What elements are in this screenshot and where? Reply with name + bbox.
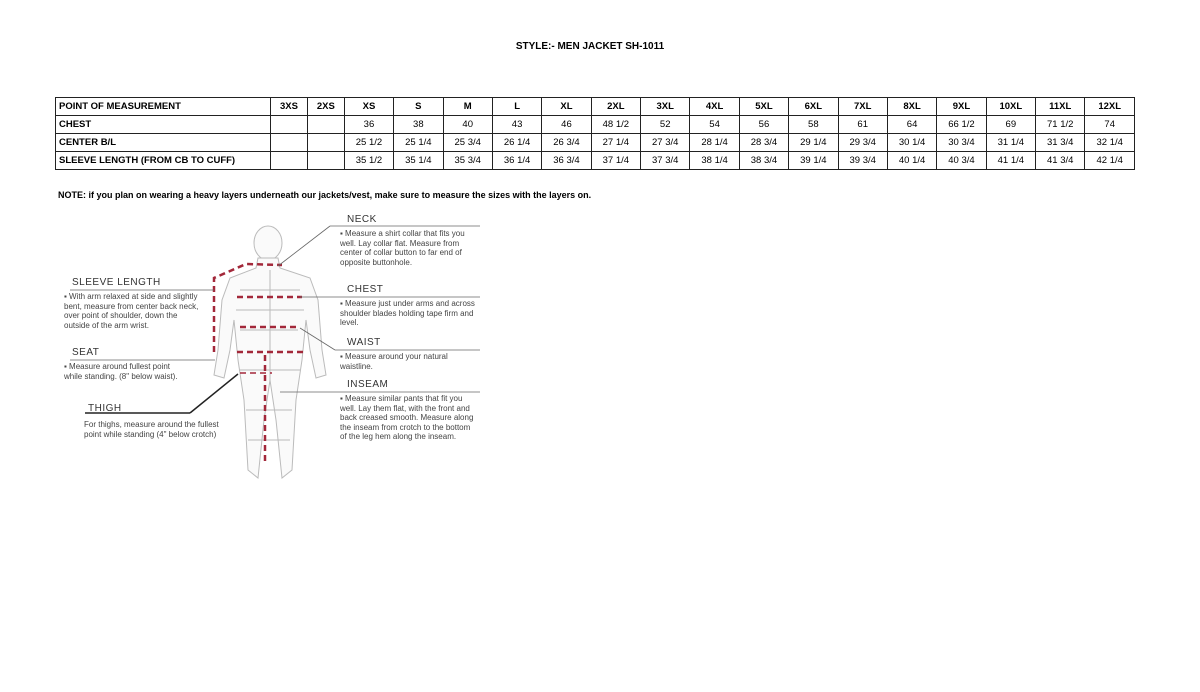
neck-text: ▪ Measure a shirt collar that fits you w… [340,229,465,267]
table-row: SLEEVE LENGTH (FROM CB TO CUFF) 35 1/2 35 … [55,151,1135,170]
table-row: CENTER B/L 25 1/2 25 1/4 25 3/4 26 1/4 26 3/4… [55,133,1135,152]
table-row: CHEST 36 38 40 43 46 48 1/2 52 54 56 58 61 64 66 1/2 6… [55,115,1135,134]
waist-text: ▪ Measure around your natural waistline. [340,352,448,371]
sleeve-text: ▪ With arm relaxed at side and slightly … [64,292,199,330]
table-cell: 35 1/4 [393,151,444,170]
seat-text: ▪ Measure around fullest point while sta… [64,362,178,381]
chest-text: ▪ Measure just under arms and across sho… [340,299,475,327]
measurement-dashes [212,262,304,465]
header-size: 11XL [1035,97,1086,116]
size-table: POINT OF MEASUREMENT 3XS 2XS XS S M L XL 2XL 3XL 4… [55,97,1135,170]
thigh-title: THIGH [88,403,122,414]
waist-title: WAIST [347,337,381,348]
table-cell: 42 1/4 [1084,151,1135,170]
page-title: STYLE:- MEN JACKET SH-1011 [515,41,665,52]
chest-title: CHEST [347,284,384,295]
leader-lines [70,225,480,414]
table-cell: 35 1/2 [343,151,395,170]
inseam-text: ▪ Measure similar pants that fit you wel… [340,394,474,441]
thigh-text: For thighs, measure around the fullest p… [84,420,219,439]
table-header-row: POINT OF MEASUREMENT 3XS 2XS XS S M L XL 2XL 3XL 4… [55,97,1135,116]
neck-title: NECK [347,214,377,225]
table-cell: 36 1/4 [491,151,543,170]
seat-title: SEAT [72,347,100,358]
table-cell: 41 3/4 [1035,151,1086,170]
row-label: SLEEVE LENGTH (FROM CB TO CUFF) [55,151,271,170]
table-cell: 40 3/4 [936,151,987,170]
table-cell: 38 3/4 [738,151,790,170]
inseam-title: INSEAM [347,379,389,390]
sleeve-title: SLEEVE LENGTH [72,277,161,288]
note-text: NOTE: if you plan on wearing a heavy lay… [58,190,592,200]
table-cell: 39 3/4 [837,151,888,170]
table-cell: 35 3/4 [442,151,493,170]
